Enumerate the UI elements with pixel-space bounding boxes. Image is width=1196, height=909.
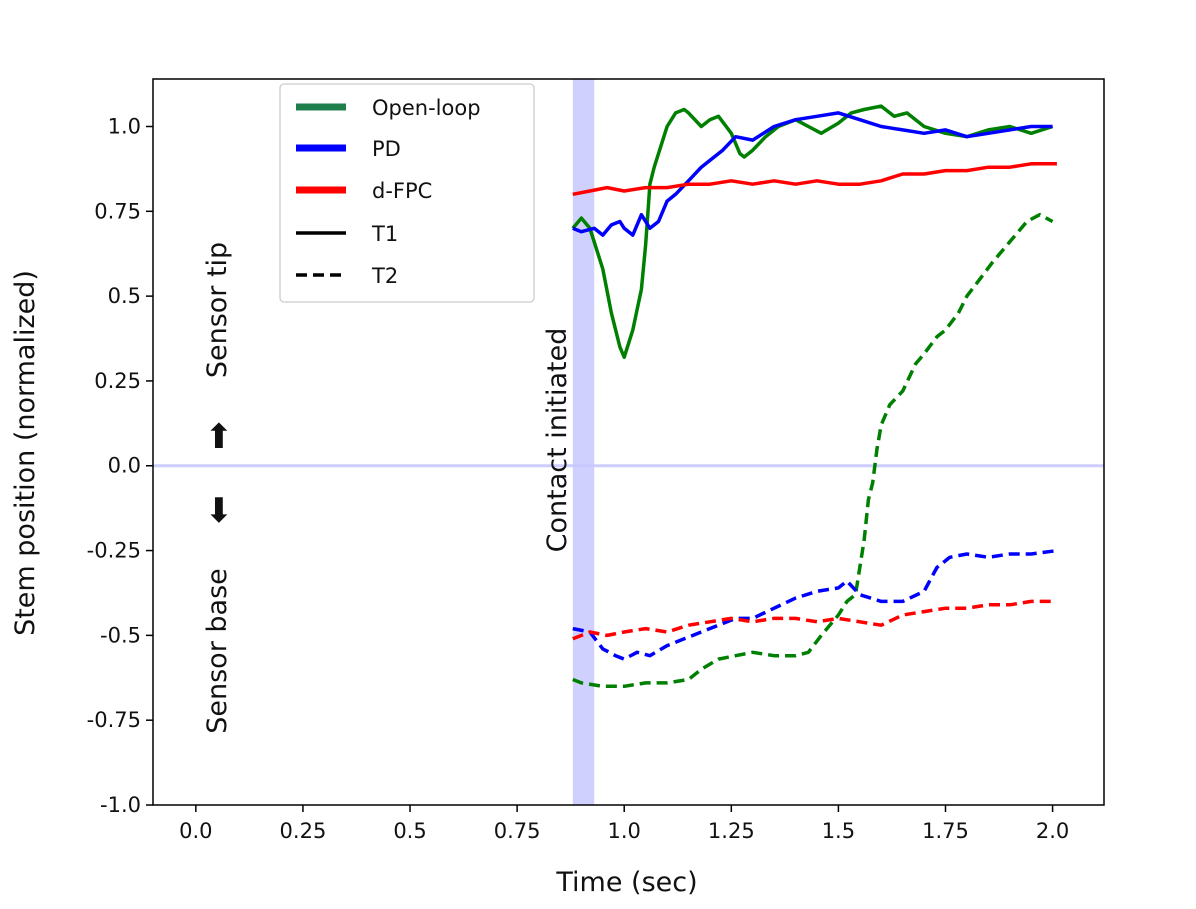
- series-line-pd-t2: [572, 548, 1058, 661]
- sensor-tip-label: Sensor tip: [202, 242, 233, 378]
- series-line-pd-t1: [572, 111, 1053, 237]
- y-tick-label: 0.0: [108, 454, 141, 478]
- series-layer: [571, 104, 1058, 689]
- x-tick-label: 0.5: [393, 819, 426, 843]
- legend-label-pd: PD: [372, 137, 401, 161]
- x-tick-label: 1.25: [708, 819, 755, 843]
- legend: Open-loop PD d-FPC T1 T2: [279, 83, 535, 303]
- y-tick-label: -0.25: [87, 539, 141, 563]
- x-tick-label: 0.75: [494, 819, 541, 843]
- contact-initiated-label: Contact initiated: [542, 328, 573, 553]
- tick-layer: 0.0 0.25 0.5 0.75 1.0 1.25 1.5 1.75 2.0 -1.0 -0.75…: [87, 114, 1070, 843]
- up-arrow-icon: ⬆: [205, 417, 234, 457]
- x-tick-label: 1.5: [822, 819, 855, 843]
- y-tick-label: -0.75: [87, 708, 141, 732]
- x-tick-label: 1.0: [608, 819, 641, 843]
- background-layer: [153, 79, 1104, 805]
- y-tick-label: -1.0: [100, 793, 141, 817]
- legend-label-t2: T2: [371, 264, 398, 288]
- series-line-open-loop-t2: [572, 212, 1054, 689]
- y-tick-label: 0.5: [108, 284, 141, 308]
- x-tick-label: 0.25: [280, 819, 327, 843]
- y-tick-label: 1.0: [108, 114, 141, 138]
- x-tick-label: 1.75: [922, 819, 969, 843]
- legend-label-open-loop: Open-loop: [372, 96, 481, 120]
- series-line-open-loop-t1: [571, 104, 1054, 359]
- legend-box: [279, 83, 535, 303]
- down-arrow-icon: ⬇: [205, 491, 234, 531]
- series-line-d-fpc-t2: [572, 599, 1053, 641]
- x-tick-label: 2.0: [1036, 819, 1069, 843]
- series-line-d-fpc-t1: [572, 162, 1057, 197]
- x-axis-title: Time (sec): [555, 867, 697, 898]
- y-tick-label: 0.25: [94, 369, 141, 393]
- contact-initiated-band: [572, 79, 595, 805]
- axes-frame: [152, 78, 1105, 806]
- legend-label-d-fpc: d-FPC: [372, 179, 432, 203]
- x-tick-label: 0.0: [179, 819, 212, 843]
- legend-label-t1: T1: [371, 222, 398, 246]
- y-axis-title: Stem position (normalized): [10, 270, 41, 636]
- sensor-base-label: Sensor base: [202, 568, 233, 734]
- y-tick-label: -0.5: [100, 623, 141, 647]
- y-tick-label: 0.75: [94, 199, 141, 223]
